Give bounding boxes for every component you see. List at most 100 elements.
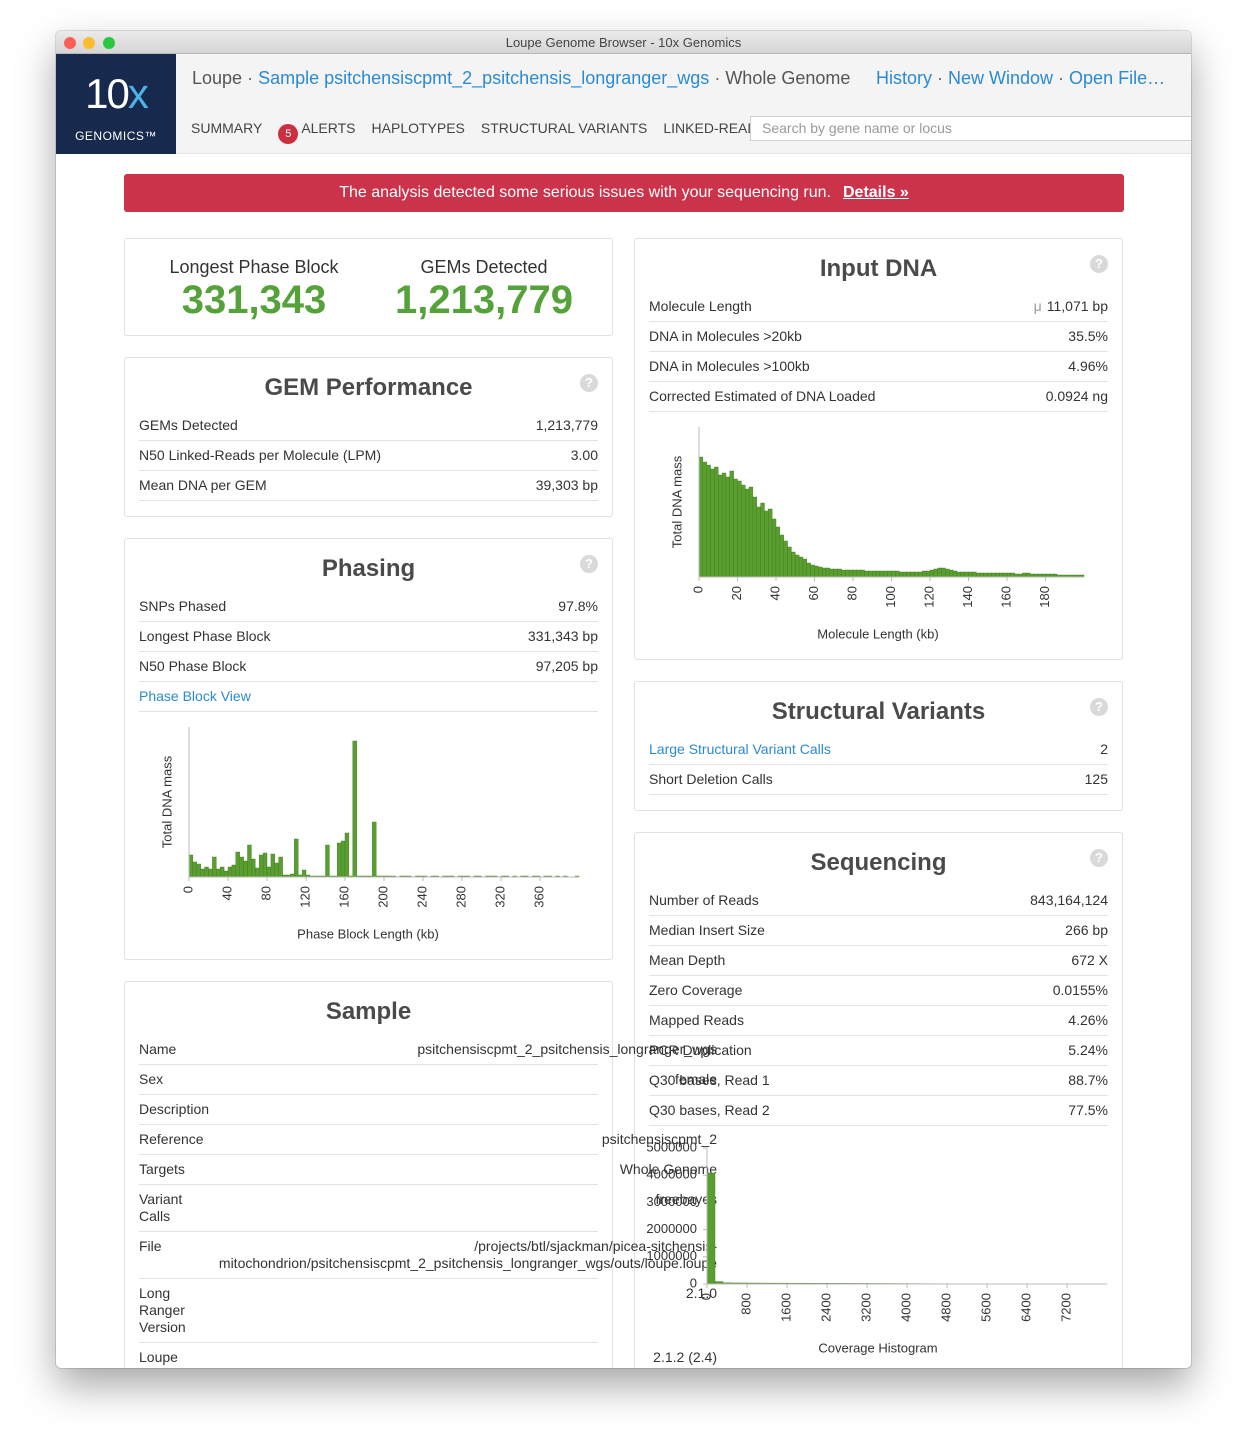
help-icon[interactable]: ? bbox=[1090, 255, 1108, 273]
value-text: 3.00 bbox=[570, 447, 598, 463]
metric-row: Sex female bbox=[139, 1065, 717, 1095]
metric-row: Q30 bases, Read 1 88.7% bbox=[649, 1066, 1108, 1096]
crumb[interactable]: Sample psitchensiscpmt_2_psitchensis_lon… bbox=[258, 68, 710, 88]
row-value: 3.00 bbox=[571, 447, 598, 464]
row-value: 97.8% bbox=[558, 598, 598, 615]
row-value: 0.0155% bbox=[1053, 982, 1108, 999]
row-label: Q30 bases, Read 2 bbox=[649, 1102, 770, 1118]
alert-badge: 5 bbox=[278, 124, 299, 144]
separator: · bbox=[1058, 68, 1065, 88]
row-value: 266 bp bbox=[1065, 922, 1108, 939]
value-text: freebayes bbox=[655, 1191, 717, 1207]
metric-row: DNA in Molecules >20kb 35.5% bbox=[649, 322, 1108, 352]
panel-title: Sequencing bbox=[810, 849, 947, 876]
action-link[interactable]: History bbox=[876, 68, 933, 88]
row-value: 331,343 bp bbox=[528, 628, 598, 645]
row-value: 5.24% bbox=[1068, 1042, 1108, 1059]
row-label: Long Ranger Version bbox=[139, 1285, 186, 1335]
logo[interactable]: 10x GENOMICS™ bbox=[56, 54, 176, 154]
nav-item[interactable]: 5 ALERTS bbox=[278, 119, 356, 144]
metric-row: DNA in Molecules >100kb 4.96% bbox=[649, 352, 1108, 382]
value-text: psitchensiscpmt_2_psitchensis_longranger… bbox=[417, 1041, 717, 1057]
row-link[interactable]: Large Structural Variant Calls bbox=[649, 741, 831, 757]
crumb[interactable]: Loupe bbox=[192, 68, 243, 88]
nav-item-label: ALERTS bbox=[301, 120, 356, 136]
row-value: 672 X bbox=[1071, 952, 1108, 969]
panel-link[interactable]: Phase Block View bbox=[139, 688, 251, 704]
value-text: 97.8% bbox=[558, 598, 598, 614]
nav-item[interactable]: HAPLOTYPES bbox=[371, 120, 465, 136]
value-text: 35.5% bbox=[1068, 328, 1108, 344]
value-text: 2 bbox=[1100, 741, 1108, 757]
value-text: 0.0924 ng bbox=[1045, 388, 1108, 404]
nav-item[interactable]: STRUCTURAL VARIANTS bbox=[480, 120, 648, 136]
metric-row: Mean Depth 672 X bbox=[649, 946, 1108, 976]
value-text: 5.24% bbox=[1068, 1042, 1108, 1058]
row-value: 35.5% bbox=[1068, 328, 1108, 345]
row-label: Molecule Length bbox=[649, 298, 752, 314]
row-label: Targets bbox=[139, 1161, 185, 1177]
window-content: Loupe Genome Browser - 10x Genomics 10x … bbox=[56, 31, 1191, 1368]
row-label: N50 Linked-Reads per Molecule (LPM) bbox=[139, 447, 381, 463]
row-label: GEMs Detected bbox=[139, 417, 238, 433]
zoom-button[interactable] bbox=[103, 37, 115, 49]
help-icon[interactable]: ? bbox=[580, 555, 598, 573]
row-value: 843,164,124 bbox=[1030, 892, 1108, 909]
row-value: 97,205 bp bbox=[536, 658, 598, 675]
row-label: Description bbox=[139, 1101, 210, 1117]
action-link[interactable]: Open File… bbox=[1069, 68, 1166, 88]
search-box[interactable]: Search by gene name or locus bbox=[750, 116, 1191, 141]
value-text: 266 bp bbox=[1065, 922, 1108, 938]
row-label: PCR Duplication bbox=[649, 1042, 752, 1058]
action-link[interactable]: New Window bbox=[948, 68, 1054, 88]
metric-row: Name psitchensiscpmt_2_psitchensis_longra… bbox=[139, 1035, 717, 1065]
nav-item[interactable]: LINKED-READS bbox=[663, 120, 767, 136]
value-text: 97,205 bp bbox=[535, 658, 598, 674]
metric-row: Zero Coverage 0.0155% bbox=[649, 976, 1108, 1006]
value-text: 1,213,779 bbox=[535, 417, 598, 433]
metric-row: N50 Linked-Reads per Molecule (LPM) 3.00 bbox=[139, 441, 598, 471]
separator: · bbox=[714, 68, 721, 88]
metric-row: Median Insert Size 266 bp bbox=[649, 916, 1108, 946]
sequencing-panel: Sequencing? Number of Reads 843,164,124 Med… bbox=[634, 832, 1123, 1368]
nav-item[interactable]: SUMMARY bbox=[191, 120, 263, 136]
metric-row: Number of Reads 843,164,124 bbox=[649, 886, 1108, 916]
gem-performance-panel: GEM Performance? GEMs Detected 1,213,779 N5… bbox=[124, 357, 613, 517]
metric-row: File/projects/btl/sjackman/picea-sitchen… bbox=[139, 1232, 717, 1279]
help-icon[interactable]: ? bbox=[1090, 698, 1108, 716]
value-text: psitchensiscpmt_2 bbox=[601, 1131, 717, 1147]
help-icon[interactable]: ? bbox=[1090, 849, 1108, 867]
row-label: Mean Depth bbox=[649, 952, 726, 968]
panel-title: Sample bbox=[325, 998, 412, 1025]
input-dna-panel: Input DNA? Molecule Length μ 11,071 bp DNA i… bbox=[634, 238, 1123, 660]
row-value: 125 bbox=[1085, 771, 1108, 788]
row-value: 88.7% bbox=[1068, 1072, 1108, 1089]
alert-link[interactable]: Details » bbox=[843, 184, 909, 201]
metric-row: Loupe 2.1.2 (2.4) bbox=[139, 1343, 717, 1368]
value-text: 843,164,124 bbox=[1030, 892, 1108, 908]
row-label: Sex bbox=[139, 1071, 164, 1087]
alert-banner: The analysis detected some serious issue… bbox=[124, 174, 1124, 212]
value-text: 4.26% bbox=[1068, 1012, 1108, 1028]
logo-wordmark: GENOMICS™ bbox=[75, 129, 157, 143]
metric-row: Mean DNA per GEM 39,303 bp bbox=[139, 471, 598, 501]
metric-row: Longest Phase Block 331,343 bp bbox=[139, 622, 598, 652]
phasing-panel: Phasing? SNPs Phased 97.8% Longest Phase Bl… bbox=[124, 538, 613, 960]
separator: · bbox=[247, 68, 254, 88]
minimize-button[interactable] bbox=[83, 37, 95, 49]
row-label: N50 Phase Block bbox=[139, 658, 247, 674]
row-label: DNA in Molecules >100kb bbox=[649, 358, 810, 374]
nav-bar: SUMMARY 5 ALERTS HAPLOTYPES STRUCTURAL VA… bbox=[191, 119, 767, 144]
row-label: Short Deletion Calls bbox=[649, 771, 773, 787]
value-text: 77.5% bbox=[1068, 1102, 1108, 1118]
metric-row: Molecule Length μ 11,071 bp bbox=[649, 292, 1108, 322]
row-label: Reference bbox=[139, 1131, 204, 1147]
structural-variants-panel: Structural Variants? Large Structural Var… bbox=[634, 681, 1123, 811]
close-button[interactable] bbox=[64, 37, 76, 49]
row-value: freebayes bbox=[211, 1191, 717, 1225]
help-icon[interactable]: ? bbox=[580, 374, 598, 392]
row-value: 39,303 bp bbox=[536, 477, 598, 494]
row-value: psitchensiscpmt_2_psitchensis_longranger… bbox=[211, 1041, 717, 1058]
metric-row: Long Ranger Version 2.1.0 bbox=[139, 1279, 717, 1343]
